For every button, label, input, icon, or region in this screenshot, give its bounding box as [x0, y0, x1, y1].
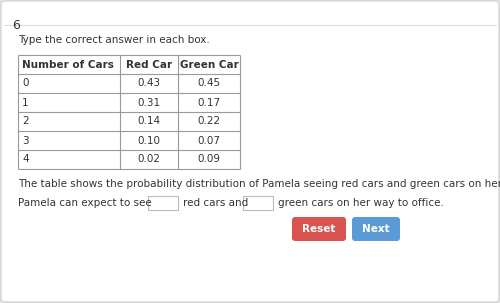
Text: 0.10: 0.10	[138, 135, 160, 145]
Text: 0.07: 0.07	[198, 135, 220, 145]
Text: 0.45: 0.45	[198, 78, 220, 88]
FancyBboxPatch shape	[352, 217, 400, 241]
Text: Red Car: Red Car	[126, 59, 172, 69]
Text: 4: 4	[22, 155, 29, 165]
Bar	[148, 196, 178, 210]
Text: Reset: Reset	[302, 224, 336, 234]
Text: 0.43: 0.43	[138, 78, 160, 88]
Text: 0: 0	[22, 78, 29, 88]
Text: Green Car: Green Car	[180, 59, 238, 69]
Text: Type the correct answer in each box.: Type the correct answer in each box.	[18, 35, 210, 45]
Text: Pamela can expect to see: Pamela can expect to see	[18, 198, 152, 208]
Text: 0.09: 0.09	[198, 155, 220, 165]
Text: The table shows the probability distribution of Pamela seeing red cars and green: The table shows the probability distribu…	[18, 179, 500, 189]
Text: 6: 6	[12, 19, 20, 32]
Bar	[18, 55, 240, 169]
Text: green cars on her way to office.: green cars on her way to office.	[278, 198, 444, 208]
Text: 2: 2	[22, 116, 29, 126]
Text: Next: Next	[362, 224, 390, 234]
Text: 3: 3	[22, 135, 29, 145]
Text: 1: 1	[22, 98, 29, 108]
FancyBboxPatch shape	[292, 217, 346, 241]
Text: red cars and: red cars and	[183, 198, 248, 208]
Text: 0.14: 0.14	[138, 116, 160, 126]
Bar	[243, 196, 273, 210]
Text: 0.17: 0.17	[198, 98, 220, 108]
Text: Number of Cars: Number of Cars	[22, 59, 114, 69]
Text: 0.31: 0.31	[138, 98, 160, 108]
Text: 0.02: 0.02	[138, 155, 160, 165]
Text: 0.22: 0.22	[198, 116, 220, 126]
